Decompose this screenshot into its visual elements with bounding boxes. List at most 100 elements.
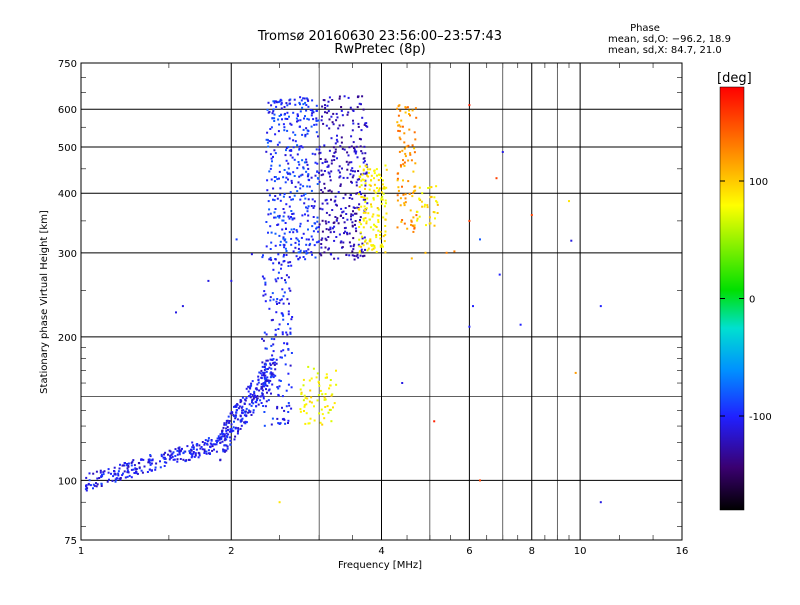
data-point	[412, 191, 415, 194]
data-point	[265, 379, 268, 382]
data-point	[366, 242, 369, 245]
data-point	[331, 99, 334, 101]
data-point	[274, 361, 276, 364]
data-point	[176, 458, 179, 461]
data-point	[291, 213, 294, 215]
data-point	[304, 258, 307, 261]
data-point	[338, 97, 341, 100]
data-point	[396, 107, 399, 110]
data-point	[296, 230, 299, 233]
data-point	[310, 401, 313, 404]
data-point	[119, 463, 121, 466]
data-point	[359, 190, 361, 193]
data-point	[192, 448, 195, 450]
data-point	[286, 333, 289, 336]
data-point	[361, 251, 364, 254]
data-point	[169, 450, 172, 453]
data-point	[399, 138, 402, 141]
data-point	[287, 313, 290, 316]
data-points	[84, 95, 602, 504]
data-point	[355, 181, 358, 184]
data-point	[258, 371, 261, 374]
data-point	[285, 250, 288, 252]
data-point	[305, 170, 308, 173]
data-point	[384, 230, 387, 233]
data-point	[212, 443, 215, 446]
data-point	[237, 427, 240, 430]
data-point	[285, 389, 288, 392]
data-point	[222, 426, 225, 429]
data-point	[268, 208, 271, 211]
data-point	[479, 479, 481, 482]
data-point	[330, 253, 333, 256]
chart-subtitle: RwPretec (8p)	[334, 42, 425, 57]
data-point	[372, 228, 375, 231]
data-point	[277, 118, 280, 121]
data-point	[245, 421, 248, 424]
data-point	[302, 103, 305, 106]
data-point	[344, 230, 347, 233]
data-point	[303, 404, 306, 407]
data-point	[348, 205, 351, 208]
data-point	[326, 165, 329, 168]
data-point	[317, 380, 320, 383]
data-point	[272, 350, 275, 353]
data-point	[293, 228, 296, 231]
data-point	[239, 415, 242, 418]
data-point	[413, 185, 416, 188]
data-point	[360, 193, 363, 196]
data-point	[270, 371, 273, 374]
data-point	[324, 246, 327, 249]
data-point	[284, 281, 287, 284]
data-point	[127, 465, 130, 468]
data-point	[271, 160, 273, 163]
data-point	[204, 439, 207, 442]
data-point	[84, 488, 87, 491]
data-point	[292, 231, 295, 234]
data-point	[342, 124, 345, 127]
data-point	[303, 117, 305, 120]
data-point	[352, 110, 355, 112]
data-point	[351, 250, 354, 253]
data-point	[321, 423, 324, 426]
x-axis-label: Frequency [MHz]	[338, 560, 422, 571]
data-point	[408, 109, 411, 112]
data-point	[343, 148, 346, 151]
data-point	[376, 207, 379, 209]
data-point	[309, 389, 312, 392]
data-point	[281, 219, 284, 222]
data-point	[199, 447, 202, 450]
data-point	[310, 176, 313, 179]
data-point	[239, 399, 242, 401]
data-point	[201, 441, 204, 443]
data-point	[315, 104, 318, 107]
data-point	[280, 350, 283, 353]
data-point	[307, 198, 310, 201]
data-point	[250, 382, 253, 385]
data-point	[319, 389, 322, 392]
data-point	[263, 377, 266, 380]
data-point	[203, 442, 206, 445]
data-point	[327, 221, 330, 224]
data-point	[302, 167, 305, 170]
data-point	[271, 318, 274, 321]
data-point	[88, 479, 91, 482]
data-point	[290, 352, 293, 354]
data-point	[336, 140, 339, 143]
data-point	[315, 109, 318, 112]
data-point	[293, 98, 296, 101]
data-point	[278, 170, 281, 173]
data-point	[403, 161, 406, 164]
data-point	[351, 176, 354, 179]
data-point	[342, 217, 345, 219]
data-point	[402, 163, 405, 166]
data-point	[317, 119, 320, 122]
data-point	[289, 327, 292, 330]
data-point	[345, 254, 348, 256]
data-point	[400, 165, 402, 168]
data-point	[294, 185, 297, 188]
data-point	[323, 396, 326, 399]
data-point	[207, 449, 210, 452]
data-point	[350, 161, 353, 164]
data-point	[215, 450, 218, 453]
